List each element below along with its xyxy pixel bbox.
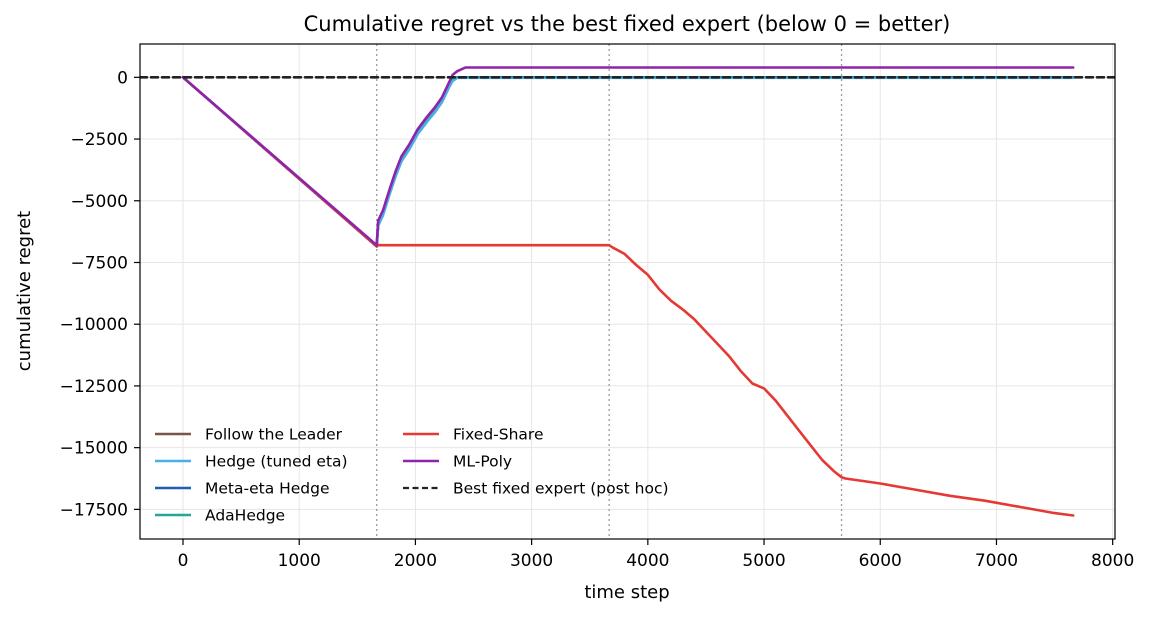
y-tick-label: −12500 bbox=[60, 377, 128, 397]
x-tick-label: 1000 bbox=[278, 551, 321, 571]
y-tick-label: −17500 bbox=[60, 500, 128, 520]
x-tick-label: 2000 bbox=[394, 551, 437, 571]
series-line-meta-eta-hedge bbox=[181, 76, 1075, 248]
y-tick-label: −15000 bbox=[60, 439, 128, 459]
legend-item: Fixed-Share bbox=[403, 426, 544, 444]
chart-title: Cumulative regret vs the best fixed expe… bbox=[304, 12, 951, 36]
legend-item: Hedge (tuned eta) bbox=[155, 453, 348, 471]
y-tick-label: −7500 bbox=[70, 253, 128, 273]
x-tick-label: 0 bbox=[178, 551, 189, 571]
legend-label: AdaHedge bbox=[205, 507, 285, 525]
legend-item: Follow the Leader bbox=[155, 426, 343, 444]
legend-item: ML-Poly bbox=[403, 453, 512, 471]
y-tick-label: 0 bbox=[117, 68, 128, 88]
series-line-follow-the-leader bbox=[181, 76, 1075, 248]
legend-label: Best fixed expert (post hoc) bbox=[453, 480, 669, 498]
y-tick-label: −2500 bbox=[70, 130, 128, 150]
y-axis: 0 −2500 −5000 −7500 −10000 −12500 −15000 −17500 bbox=[60, 68, 140, 520]
x-tick-label: 6000 bbox=[859, 551, 902, 571]
x-tick-label: 8000 bbox=[1091, 551, 1134, 571]
series-line-adahedge bbox=[181, 76, 1075, 248]
plot-frame bbox=[139, 43, 1116, 540]
legend-label: Follow the Leader bbox=[205, 426, 343, 444]
y-tick-label: −5000 bbox=[70, 192, 128, 212]
legend-label: ML-Poly bbox=[453, 453, 512, 471]
x-tick-label: 5000 bbox=[742, 551, 785, 571]
legend-label: Meta-eta Hedge bbox=[205, 480, 330, 498]
series-line-fixed-share bbox=[181, 76, 1075, 517]
series-lines bbox=[140, 66, 1115, 517]
series-line-ml-poly bbox=[181, 66, 1075, 247]
x-tick-label: 7000 bbox=[975, 551, 1018, 571]
legend-item: Best fixed expert (post hoc) bbox=[403, 480, 669, 498]
legend: Follow the Leader Hedge (tuned eta) Meta-e… bbox=[155, 426, 669, 525]
y-tick-label: −10000 bbox=[60, 315, 128, 335]
legend-label: Fixed-Share bbox=[453, 426, 544, 444]
legend-label: Hedge (tuned eta) bbox=[205, 453, 348, 471]
x-tick-label: 4000 bbox=[626, 551, 669, 571]
x-axis-label: time step bbox=[584, 582, 669, 603]
legend-item: AdaHedge bbox=[155, 507, 285, 525]
x-axis: 0 1000 2000 3000 4000 5000 6000 7000 8000 bbox=[178, 539, 1134, 571]
x-tick-label: 3000 bbox=[510, 551, 553, 571]
regime-change-lines bbox=[376, 44, 843, 539]
legend-item: Meta-eta Hedge bbox=[155, 480, 330, 498]
series-line-hedge-tuned-eta bbox=[181, 76, 1075, 248]
y-axis-label: cumulative regret bbox=[14, 211, 35, 371]
